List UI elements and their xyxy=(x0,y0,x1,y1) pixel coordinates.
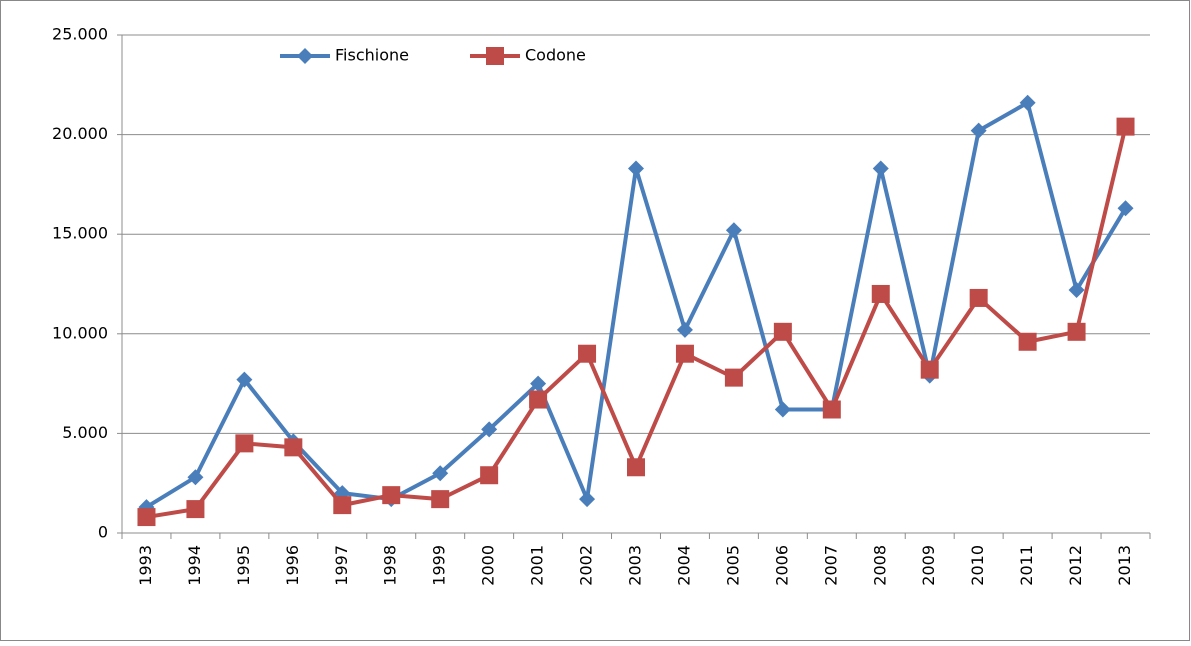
x-tick-label: 2011 xyxy=(1017,545,1036,586)
point xyxy=(774,401,791,418)
point xyxy=(1116,117,1135,136)
x-tick-label: 2009 xyxy=(919,545,938,586)
point xyxy=(724,368,743,387)
y-tick-label: 20.000 xyxy=(52,124,108,143)
point xyxy=(137,508,156,527)
x-tick-label: 1998 xyxy=(381,545,400,586)
point xyxy=(186,500,205,519)
point xyxy=(676,321,693,338)
point xyxy=(187,469,204,486)
point xyxy=(871,284,890,303)
point xyxy=(822,400,841,419)
point xyxy=(236,371,253,388)
point xyxy=(530,375,547,392)
legend-label: Codone xyxy=(525,46,586,65)
point xyxy=(333,496,352,515)
point xyxy=(920,360,939,379)
point xyxy=(1117,200,1134,217)
legend-label: Fischione xyxy=(335,46,409,65)
point xyxy=(578,344,597,363)
y-tick-label: 10.000 xyxy=(52,323,108,342)
point xyxy=(970,122,987,139)
point xyxy=(382,486,401,505)
y-tick-label: 5.000 xyxy=(62,423,108,442)
y-tick-label: 0 xyxy=(98,523,108,542)
x-tick-label: 1999 xyxy=(430,545,449,586)
point xyxy=(969,288,988,307)
point xyxy=(481,421,498,438)
y-tick-label: 25.000 xyxy=(52,25,108,44)
point xyxy=(773,322,792,341)
x-tick-label: 2001 xyxy=(528,545,547,586)
x-tick-label: 2008 xyxy=(870,545,889,586)
x-tick-label: 1993 xyxy=(136,545,155,586)
x-tick-label: 1995 xyxy=(234,545,253,586)
point xyxy=(627,458,645,477)
x-tick-label: 2013 xyxy=(1115,545,1134,586)
x-tick-label: 1994 xyxy=(185,545,204,586)
point xyxy=(1018,332,1037,351)
x-tick-label: 1996 xyxy=(283,545,302,586)
legend-marker xyxy=(297,48,313,64)
point xyxy=(1019,94,1036,111)
point xyxy=(628,160,644,177)
point xyxy=(675,344,694,363)
x-tick-label: 2010 xyxy=(968,545,987,586)
x-tick-label: 2012 xyxy=(1066,545,1085,586)
x-tick-label: 2004 xyxy=(674,545,693,586)
y-tick-label: 15.000 xyxy=(52,224,108,243)
x-tick-label: 2003 xyxy=(626,545,645,586)
x-tick-label: 2000 xyxy=(479,545,498,586)
point xyxy=(284,438,303,457)
point xyxy=(431,490,450,509)
x-tick-label: 1997 xyxy=(332,545,351,586)
point xyxy=(1068,281,1085,298)
point xyxy=(235,434,254,453)
point xyxy=(529,390,548,409)
x-tick-label: 2006 xyxy=(772,545,791,586)
legend-marker xyxy=(486,47,504,65)
x-tick-label: 2005 xyxy=(723,545,742,586)
point xyxy=(480,466,499,485)
x-tick-label: 2007 xyxy=(821,545,840,586)
x-tick-label: 2002 xyxy=(577,545,596,586)
point xyxy=(1067,322,1086,341)
point xyxy=(579,491,596,508)
point xyxy=(725,222,742,239)
point xyxy=(872,160,889,177)
point xyxy=(432,465,449,482)
